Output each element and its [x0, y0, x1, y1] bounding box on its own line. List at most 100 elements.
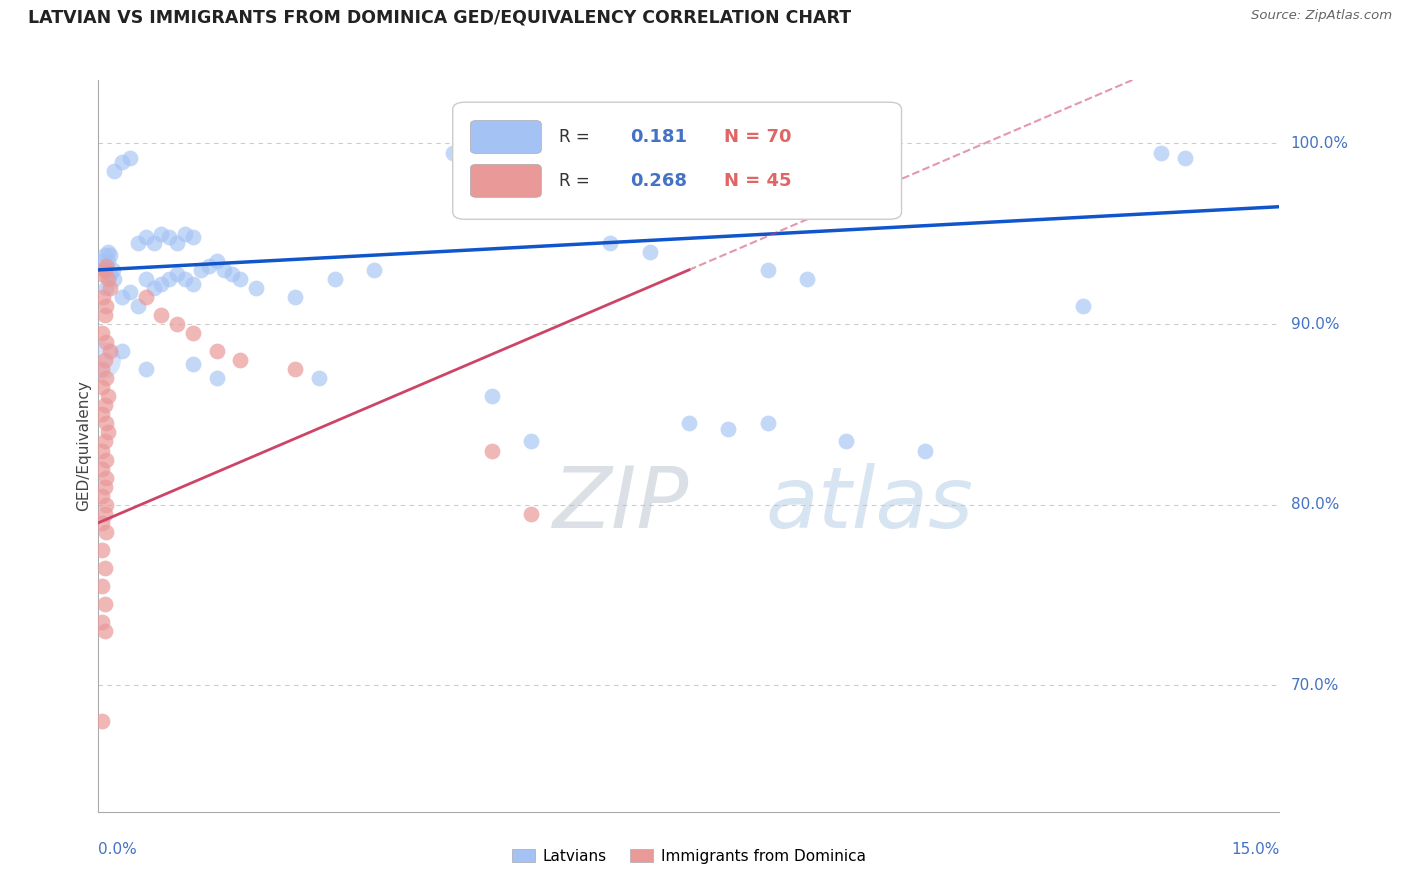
Point: [93, 480, 115, 494]
Point: [91, 615, 114, 629]
Point: [166, 317, 188, 331]
Point: [229, 353, 252, 368]
Text: 0.181: 0.181: [630, 128, 688, 146]
Point: [93, 308, 115, 322]
Point: [756, 417, 779, 431]
Point: [97, 425, 120, 440]
Text: R =: R =: [560, 128, 595, 146]
Point: [520, 434, 543, 449]
Point: [91, 408, 114, 422]
Point: [835, 145, 858, 160]
Point: [91, 290, 114, 304]
Point: [520, 507, 543, 521]
Point: [98, 248, 121, 262]
Point: [205, 344, 228, 359]
Point: [111, 344, 134, 359]
Point: [96, 498, 118, 512]
FancyBboxPatch shape: [471, 120, 541, 153]
Point: [363, 263, 385, 277]
Point: [96, 299, 118, 313]
Point: [127, 235, 149, 250]
Point: [91, 714, 114, 729]
Point: [93, 561, 115, 575]
Point: [98, 281, 121, 295]
Point: [197, 260, 219, 274]
Point: [181, 326, 204, 340]
Point: [135, 362, 157, 376]
Point: [103, 272, 125, 286]
Point: [323, 272, 346, 286]
Point: [103, 163, 125, 178]
Point: [98, 344, 121, 359]
Point: [284, 290, 307, 304]
Point: [875, 149, 897, 163]
Point: [96, 417, 118, 431]
Point: [91, 579, 114, 593]
Point: [135, 290, 157, 304]
Point: [96, 452, 118, 467]
Text: 0.0%: 0.0%: [98, 842, 138, 857]
Point: [118, 285, 141, 299]
Point: [91, 267, 114, 281]
Point: [575, 151, 598, 165]
Point: [91, 326, 114, 340]
Point: [157, 272, 180, 286]
Point: [96, 470, 118, 484]
Point: [441, 145, 464, 160]
Point: [142, 281, 165, 295]
FancyBboxPatch shape: [471, 164, 541, 197]
Text: 0.268: 0.268: [630, 172, 688, 190]
Point: [93, 353, 115, 368]
Point: [599, 235, 621, 250]
Text: atlas: atlas: [766, 463, 974, 546]
Point: [93, 507, 115, 521]
Point: [835, 434, 858, 449]
Point: [97, 244, 120, 259]
Point: [221, 267, 243, 281]
Text: 90.0%: 90.0%: [1291, 317, 1339, 332]
Y-axis label: GED/Equivalency: GED/Equivalency: [76, 381, 91, 511]
Point: [205, 371, 228, 385]
Point: [91, 362, 114, 376]
Point: [1174, 151, 1197, 165]
Point: [93, 597, 115, 611]
Point: [93, 624, 115, 639]
Text: 70.0%: 70.0%: [1291, 678, 1339, 693]
Point: [142, 235, 165, 250]
Point: [150, 277, 173, 292]
Point: [308, 371, 330, 385]
Point: [135, 272, 157, 286]
Text: 100.0%: 100.0%: [1291, 136, 1348, 151]
Point: [91, 516, 114, 530]
Point: [1150, 145, 1173, 160]
Text: 15.0%: 15.0%: [1232, 842, 1279, 857]
Point: [560, 154, 582, 169]
Text: Source: ZipAtlas.com: Source: ZipAtlas.com: [1251, 9, 1392, 22]
Point: [96, 260, 118, 274]
Text: R =: R =: [560, 172, 595, 190]
Point: [914, 443, 936, 458]
Point: [481, 389, 503, 403]
Point: [174, 272, 197, 286]
Point: [127, 299, 149, 313]
Point: [96, 281, 118, 295]
Point: [93, 263, 115, 277]
Point: [96, 260, 118, 274]
Point: [111, 154, 134, 169]
Point: [91, 380, 114, 394]
Point: [157, 230, 180, 244]
Point: [181, 357, 204, 371]
Legend: Latvians, Immigrants from Dominica: Latvians, Immigrants from Dominica: [506, 843, 872, 870]
Point: [465, 149, 488, 163]
Point: [717, 422, 740, 436]
Point: [1071, 299, 1094, 313]
Point: [96, 335, 118, 350]
Point: [190, 263, 212, 277]
Point: [96, 524, 118, 539]
Point: [93, 398, 115, 412]
Point: [150, 308, 173, 322]
Point: [93, 434, 115, 449]
Point: [245, 281, 267, 295]
Text: 80.0%: 80.0%: [1291, 497, 1339, 512]
Text: ZIP: ZIP: [553, 463, 689, 546]
